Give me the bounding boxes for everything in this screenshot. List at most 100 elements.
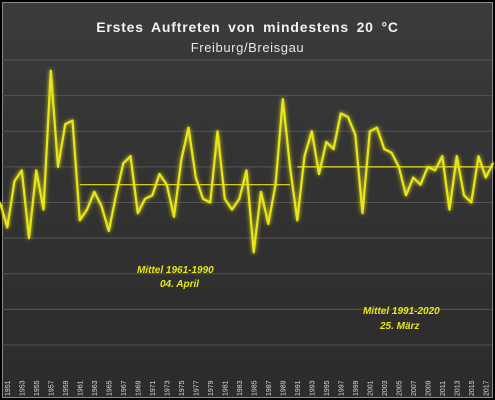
data-point xyxy=(78,219,81,222)
chart-title: Erstes Auftreten von mindestens 20 °C xyxy=(96,19,399,35)
series-layer xyxy=(0,69,494,254)
x-tick-label: 1967 xyxy=(121,380,128,396)
x-tick-label: 1981 xyxy=(222,380,229,396)
x-tick-label: 1965 xyxy=(106,380,113,396)
data-point xyxy=(28,237,30,240)
data-point xyxy=(173,215,175,218)
data-point xyxy=(325,141,328,143)
data-point xyxy=(441,155,444,158)
x-tick-label: 1953 xyxy=(19,380,26,396)
data-point xyxy=(289,165,291,168)
mean2-label: Mittel 1991-2020 xyxy=(363,306,440,317)
data-point xyxy=(158,173,161,175)
data-point xyxy=(129,155,132,158)
data-point xyxy=(223,198,226,200)
data-point xyxy=(260,190,262,193)
mean1-label: Mittel 1961-1990 xyxy=(137,265,214,276)
x-tick-label: 1997 xyxy=(338,380,345,396)
x-tick-label: 2005 xyxy=(396,380,403,396)
x-tick-label: 1959 xyxy=(63,380,70,396)
x-tick-label: 1973 xyxy=(164,380,171,396)
series-line xyxy=(0,69,494,254)
data-point xyxy=(115,194,117,197)
x-tick-label: 1957 xyxy=(48,380,55,396)
data-point xyxy=(347,116,349,118)
data-point xyxy=(245,169,248,172)
data-point xyxy=(434,169,436,172)
x-tick-label: 1983 xyxy=(237,380,244,396)
data-point xyxy=(144,198,146,200)
x-tick-label: 1995 xyxy=(324,380,331,396)
data-point xyxy=(296,219,299,222)
data-point xyxy=(318,173,320,175)
x-tick-label: 1993 xyxy=(309,380,316,396)
data-point xyxy=(419,183,422,186)
x-tick-label: 1971 xyxy=(150,380,157,396)
mean2-value: 25. März xyxy=(379,321,419,332)
data-point xyxy=(187,126,190,129)
data-point xyxy=(303,155,306,158)
data-point xyxy=(267,222,270,225)
data-point xyxy=(390,151,393,154)
data-point xyxy=(238,198,241,200)
data-point xyxy=(6,226,9,229)
data-point xyxy=(194,176,197,179)
data-point xyxy=(492,162,494,165)
x-tick-label: 1963 xyxy=(92,380,99,396)
data-point xyxy=(376,126,378,129)
x-axis-ticks: 1951 1953 1955 1957 1959 1961 1963 1965 1967 1969… xyxy=(5,380,490,396)
data-point xyxy=(49,69,52,72)
data-point xyxy=(71,119,74,122)
x-tick-label: 1961 xyxy=(77,380,84,396)
data-point xyxy=(354,133,357,136)
x-tick-label: 1951 xyxy=(5,380,12,396)
mean-lines xyxy=(79,166,493,186)
x-tick-label: 1975 xyxy=(179,380,186,396)
x-tick-label: 1979 xyxy=(208,380,215,396)
data-point xyxy=(64,123,67,126)
data-point xyxy=(35,169,38,172)
x-tick-label: 2003 xyxy=(382,380,389,396)
x-tick-label: 1977 xyxy=(193,380,200,396)
data-point xyxy=(151,194,154,197)
data-point xyxy=(86,208,88,211)
data-point xyxy=(180,158,183,161)
data-point xyxy=(100,205,103,207)
data-point xyxy=(477,155,480,158)
x-tick-label: 1955 xyxy=(34,380,41,396)
data-point xyxy=(368,130,371,133)
x-tick-label: 1987 xyxy=(266,380,273,396)
x-tick-label: 2013 xyxy=(454,380,461,396)
data-point xyxy=(57,165,59,168)
data-point xyxy=(463,194,465,197)
data-point xyxy=(216,130,219,133)
x-tick-label: 2017 xyxy=(483,380,490,396)
x-tick-label: 2007 xyxy=(411,380,418,396)
data-point xyxy=(470,201,473,204)
data-point xyxy=(165,183,168,186)
data-point xyxy=(405,194,407,197)
data-point xyxy=(484,176,487,179)
data-point xyxy=(231,208,233,211)
data-point xyxy=(412,176,415,179)
data-point xyxy=(332,148,335,150)
x-tick-label: 1999 xyxy=(353,380,360,396)
gridlines xyxy=(2,59,492,346)
data-point xyxy=(455,155,458,158)
x-tick-label: 1969 xyxy=(135,380,142,396)
data-point xyxy=(202,198,204,200)
chart-subtitle: Freiburg/Breisgau xyxy=(190,40,305,55)
data-point xyxy=(20,169,23,172)
data-point xyxy=(107,230,110,232)
x-tick-label: 1985 xyxy=(251,380,258,396)
data-point xyxy=(252,251,255,254)
data-point xyxy=(339,112,342,115)
x-tick-label: 1991 xyxy=(295,380,302,396)
data-point xyxy=(397,165,400,168)
x-tick-label: 1989 xyxy=(280,380,287,396)
data-point xyxy=(310,130,313,133)
data-point xyxy=(122,162,125,165)
